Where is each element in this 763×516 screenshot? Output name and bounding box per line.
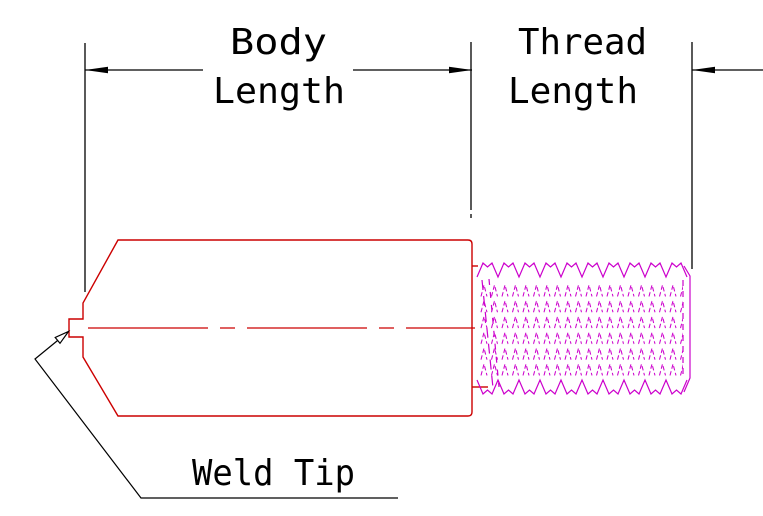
thread-length-label-line1: Thread: [518, 22, 647, 63]
arrow-right-icon: [449, 66, 472, 74]
thread-length-label-line2: Length: [508, 71, 638, 112]
stud-body-outline: [68, 239, 473, 417]
weld-tip-leader-line: [34, 331, 398, 499]
arrow-left-icon: [85, 66, 108, 74]
leader-arrow-icon: [54, 330, 71, 345]
weld-tip-label: Weld Tip: [192, 453, 355, 494]
arrow-left-outside-icon: [692, 66, 715, 74]
thread-hatch: [479, 283, 683, 378]
thread-crest-bottom: [476, 378, 688, 396]
body-length-label-line2: Length: [213, 71, 345, 112]
thread-end-chamfer: [683, 265, 691, 393]
thread-crest-top: [476, 261, 688, 279]
body-length-label-line1: Body: [230, 22, 327, 63]
